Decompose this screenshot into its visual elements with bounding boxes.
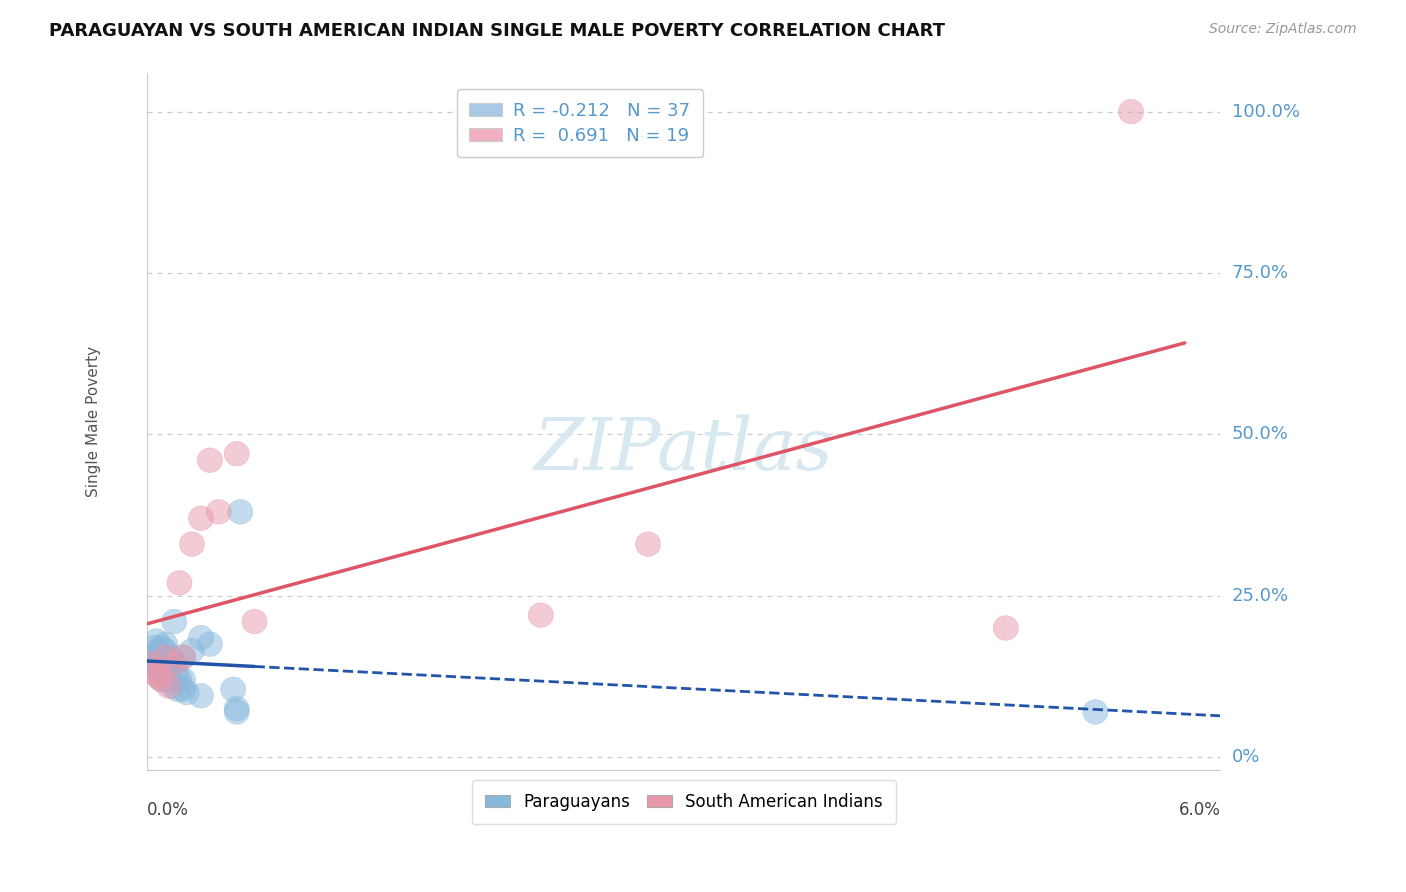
Ellipse shape [148,641,173,666]
Text: Source: ZipAtlas.com: Source: ZipAtlas.com [1209,22,1357,37]
Ellipse shape [224,697,249,721]
Ellipse shape [142,661,167,685]
Ellipse shape [170,667,195,692]
Text: ZIPatlas: ZIPatlas [534,414,834,484]
Ellipse shape [145,665,170,689]
Ellipse shape [153,645,177,669]
Text: 50.0%: 50.0% [1232,425,1288,443]
Ellipse shape [153,639,177,663]
Ellipse shape [174,681,200,705]
Ellipse shape [162,651,187,676]
Ellipse shape [180,532,204,557]
Ellipse shape [224,442,249,466]
Ellipse shape [149,667,174,692]
Text: PARAGUAYAN VS SOUTH AMERICAN INDIAN SINGLE MALE POVERTY CORRELATION CHART: PARAGUAYAN VS SOUTH AMERICAN INDIAN SING… [49,22,945,40]
Ellipse shape [197,632,222,657]
Ellipse shape [170,677,195,702]
Ellipse shape [142,641,167,666]
Ellipse shape [149,635,174,660]
Ellipse shape [197,448,222,473]
Ellipse shape [143,629,169,653]
Text: Single Male Poverty: Single Male Poverty [86,346,101,497]
Ellipse shape [188,683,214,708]
Ellipse shape [148,661,173,685]
Ellipse shape [153,632,177,657]
Ellipse shape [149,667,174,692]
Ellipse shape [141,651,165,676]
Text: 25.0%: 25.0% [1232,587,1289,605]
Text: 0.0%: 0.0% [148,800,190,819]
Ellipse shape [221,677,246,702]
Ellipse shape [156,667,181,692]
Text: 75.0%: 75.0% [1232,264,1289,282]
Ellipse shape [163,661,188,685]
Ellipse shape [170,645,195,669]
Ellipse shape [188,506,214,531]
Ellipse shape [143,648,169,673]
Ellipse shape [162,609,187,634]
Ellipse shape [156,673,181,698]
Ellipse shape [188,625,214,650]
Ellipse shape [142,635,167,660]
Ellipse shape [242,609,267,634]
Ellipse shape [1083,699,1108,724]
Ellipse shape [162,651,187,676]
Ellipse shape [138,651,163,676]
Ellipse shape [145,655,170,679]
Ellipse shape [156,657,181,682]
Text: 100.0%: 100.0% [1232,103,1299,120]
Ellipse shape [529,603,554,627]
Text: 0%: 0% [1232,748,1260,766]
Ellipse shape [157,645,183,669]
Ellipse shape [138,645,163,669]
Ellipse shape [170,645,195,669]
Text: 6.0%: 6.0% [1178,800,1220,819]
Legend: Paraguayans, South American Indians: Paraguayans, South American Indians [471,780,896,824]
Ellipse shape [160,673,184,698]
Ellipse shape [167,571,193,595]
Ellipse shape [180,639,204,663]
Ellipse shape [993,615,1018,640]
Ellipse shape [636,532,661,557]
Ellipse shape [167,667,193,692]
Ellipse shape [150,655,176,679]
Ellipse shape [207,500,232,524]
Ellipse shape [224,699,249,724]
Ellipse shape [153,645,177,669]
Ellipse shape [165,677,190,702]
Ellipse shape [1119,99,1143,124]
Ellipse shape [228,500,253,524]
